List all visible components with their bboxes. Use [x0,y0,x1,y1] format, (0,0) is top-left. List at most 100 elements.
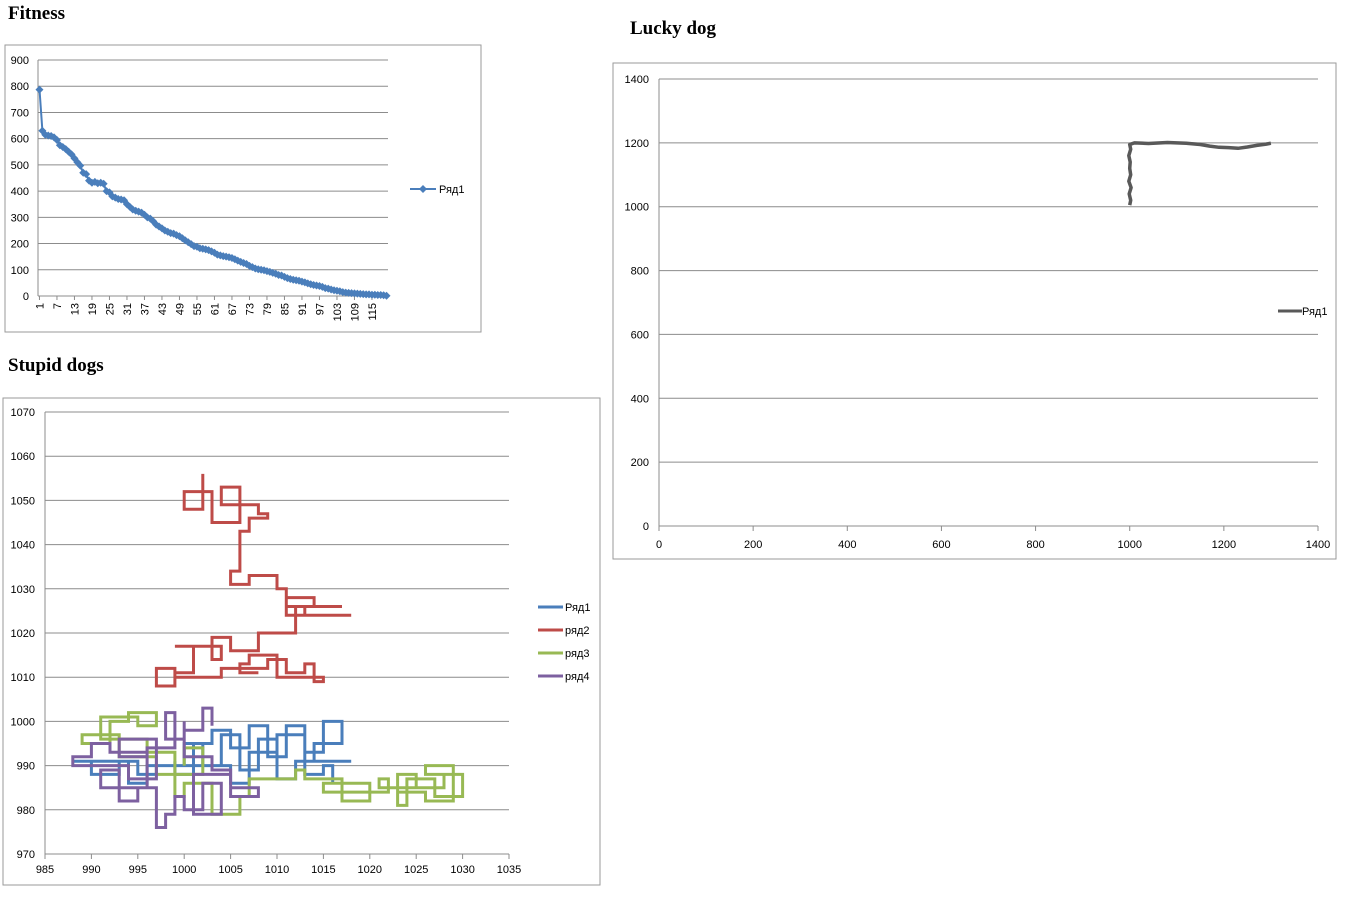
y-tick-label: 200 [11,239,29,251]
y-tick-label: 400 [631,393,649,405]
y-tick-label: 1020 [11,628,35,640]
series-line-ryad1 [1127,140,1272,206]
x-tick-label: 61 [209,303,221,315]
data-point [99,179,108,188]
data-point [82,170,91,179]
y-tick-label: 980 [17,805,35,817]
legend-label: ряд2 [565,625,590,637]
legend-label: ряд4 [565,671,590,683]
chart-frame [612,62,1337,560]
x-tick-label: 49 [174,303,186,315]
y-tick-label: 1050 [11,495,35,507]
y-tick-label: 800 [11,81,29,93]
x-tick-label: 1020 [358,864,382,876]
x-tick-label: 1200 [1212,539,1236,551]
x-tick-label: 1035 [497,864,521,876]
fitness-heading: Fitness [8,3,65,24]
y-tick-label: 970 [17,849,35,861]
data-point [55,141,64,150]
x-tick-label: 0 [656,539,662,551]
series-line-3 [80,711,465,816]
stupid-dogs-heading: Stupid dogs [8,355,104,376]
x-tick-label: 600 [932,539,950,551]
legend-label: Ряд1 [1302,306,1327,318]
x-tick-label: 43 [157,303,169,315]
x-tick-label: 19 [87,303,99,315]
x-tick-label: 103 [332,303,344,321]
y-tick-label: 400 [11,186,29,198]
legend-label: Ряд1 [565,602,590,614]
x-tick-label: 1000 [1117,539,1141,551]
x-tick-label: 91 [297,303,309,315]
x-tick-label: 85 [279,303,291,315]
data-point [70,154,79,163]
y-tick-label: 700 [11,107,29,119]
x-tick-label: 1015 [311,864,335,876]
y-tick-label: 1000 [11,716,35,728]
x-tick-label: 200 [744,539,762,551]
data-point [52,135,61,144]
x-tick-label: 1 [34,303,46,309]
y-tick-label: 600 [11,134,29,146]
legend-label: Ряд1 [439,184,464,196]
data-point [382,291,391,300]
stupid-dogs-chart: 970 980 990 1000 1010 1020 1030 1040 1050 1060 107… [2,397,601,886]
chart-frame [4,44,482,333]
x-tick-label: 115 [367,303,379,321]
x-tick-label: 1025 [404,864,428,876]
x-tick-label: 37 [139,303,151,315]
x-tick-label: 97 [314,303,326,315]
data-point [271,269,280,278]
y-tick-label: 300 [11,212,29,224]
y-tick-label: 1060 [11,451,35,463]
y-tick-label: 1070 [11,407,35,419]
data-point [76,161,85,170]
x-tick-label: 109 [349,303,361,321]
x-tick-label: 73 [244,303,256,315]
x-tick-label: 1005 [218,864,242,876]
data-point [242,260,251,269]
x-tick-label: 985 [36,864,54,876]
y-tick-label: 1030 [11,584,35,596]
x-tick-label: 1030 [450,864,474,876]
y-tick-label: 1040 [11,540,35,552]
x-tick-label: 31 [122,303,134,315]
x-tick-label: 7 [52,303,64,309]
y-tick-label: 0 [643,521,649,533]
fitness-chart: 0 100 200 300 400 500 600 700 800 900 1 7 13 19 25 31 37… [4,44,482,333]
y-tick-label: 0 [23,291,29,303]
x-tick-label: 400 [838,539,856,551]
x-tick-label: 25 [104,303,116,315]
y-tick-label: 800 [631,266,649,278]
data-point [50,133,59,142]
x-tick-label: 79 [262,303,274,315]
x-tick-label: 1400 [1306,539,1330,551]
x-tick-label: 1010 [265,864,289,876]
x-tick-label: 800 [1026,539,1044,551]
y-tick-label: 100 [11,265,29,277]
chart-frame [2,397,601,886]
legend-label: ряд3 [565,648,590,660]
x-tick-label: 67 [227,303,239,315]
x-tick-label: 1000 [172,864,196,876]
x-tick-label: 13 [69,303,81,315]
x-tick-label: 55 [192,303,204,315]
x-tick-label: 995 [129,864,147,876]
y-tick-label: 1010 [11,672,35,684]
series-line-2 [154,473,352,688]
y-tick-label: 1200 [625,138,649,150]
y-tick-label: 1400 [625,74,649,86]
data-point [35,85,44,94]
x-tick-label: 990 [82,864,100,876]
y-tick-label: 1000 [625,202,649,214]
series-line-4 [71,706,260,829]
y-tick-label: 900 [11,55,29,67]
data-point [120,196,129,205]
y-tick-label: 990 [17,761,35,773]
data-point [280,272,289,281]
legend-marker [419,185,427,193]
lucky-dog-heading: Lucky dog [630,18,717,39]
lucky-dog-chart: 0 200 400 600 800 1000 1200 1400 0 200 400 600 800 10… [612,62,1337,560]
y-tick-label: 200 [631,457,649,469]
y-tick-label: 500 [11,160,29,172]
